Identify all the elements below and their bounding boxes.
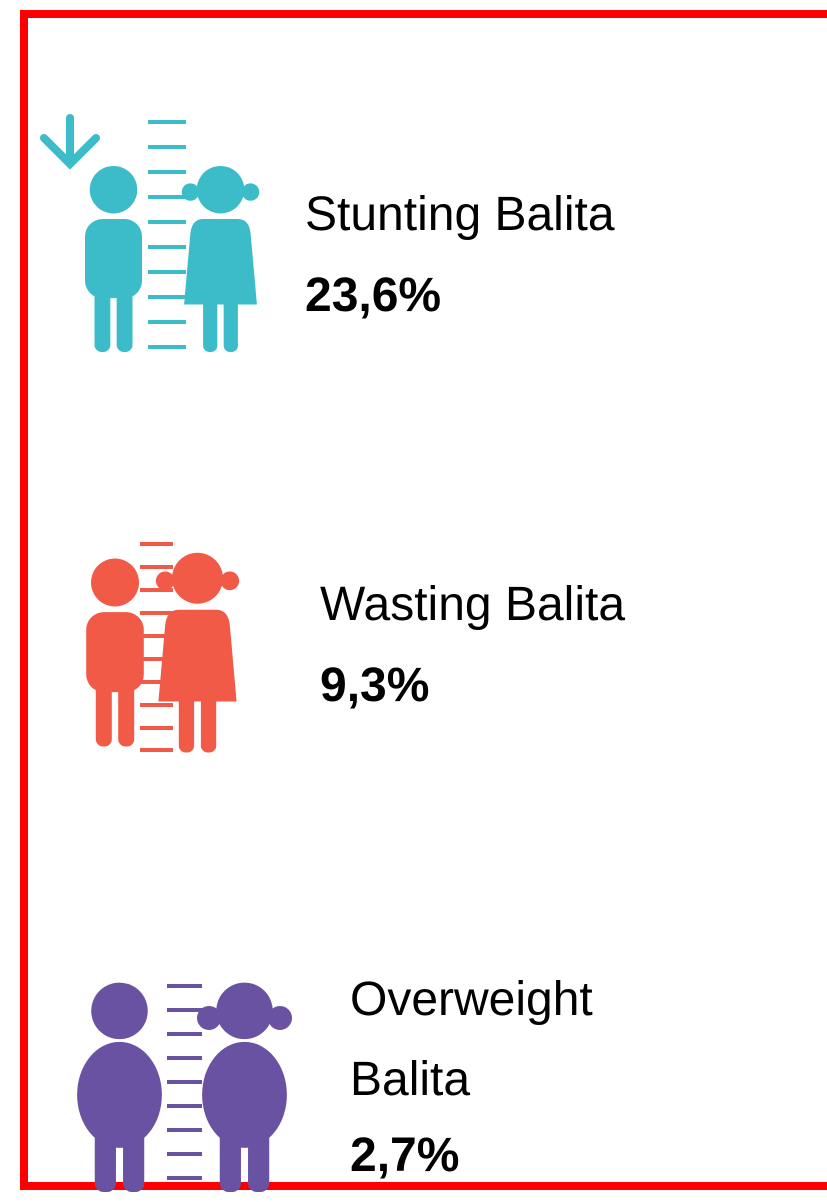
wasting-icon <box>86 542 240 753</box>
item-value: 9,3% <box>320 659 430 712</box>
item-label: Wasting Balita <box>320 578 626 631</box>
item-value: 23,6% <box>305 269 442 322</box>
item-value: 2,7% <box>350 1129 460 1182</box>
item-label: Stunting Balita <box>305 188 615 241</box>
overweight-icon <box>77 982 292 1192</box>
stunting-icon <box>40 114 260 352</box>
frame <box>20 10 827 1190</box>
item-label: Overweight Balita <box>350 973 593 1106</box>
